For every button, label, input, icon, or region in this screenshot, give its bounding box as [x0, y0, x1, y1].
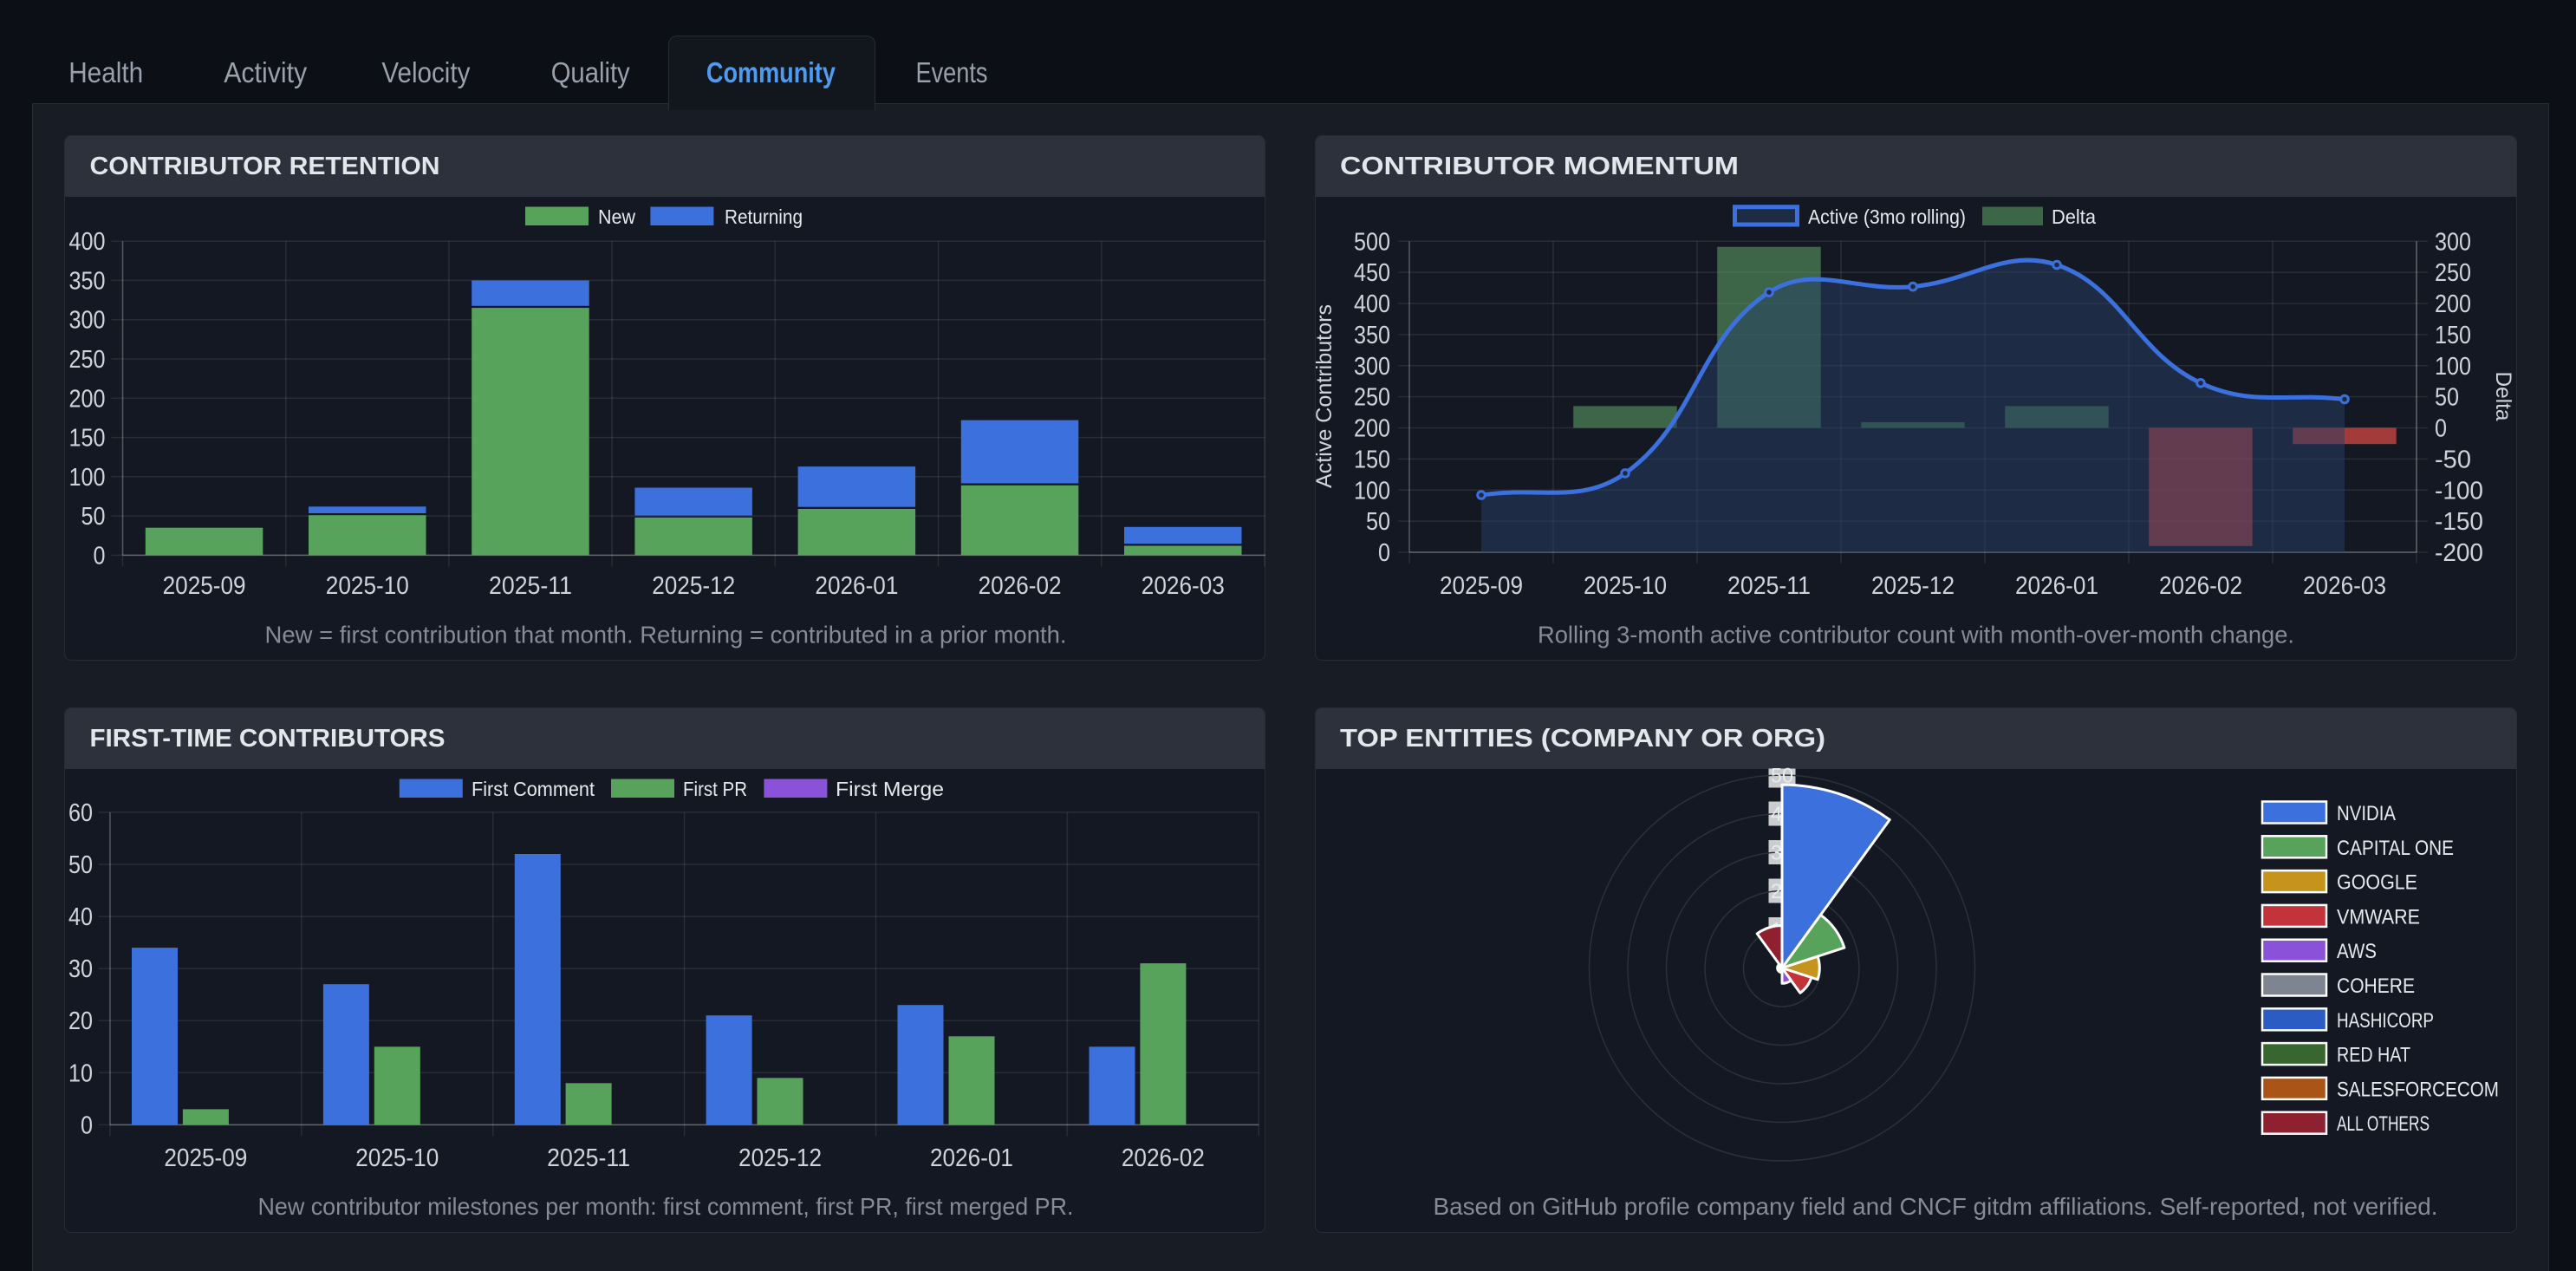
svg-text:2025-11: 2025-11	[547, 1144, 630, 1172]
svg-text:-50: -50	[2435, 446, 2471, 473]
svg-text:100: 100	[1354, 477, 1390, 505]
svg-text:100: 100	[2435, 353, 2471, 381]
svg-text:350: 350	[69, 267, 106, 295]
svg-text:Rolling 3-month active contrib: Rolling 3-month active contributor count…	[1538, 622, 2294, 649]
svg-text:New contributor milestones per: New contributor milestones per month: fi…	[258, 1193, 1074, 1220]
svg-text:100: 100	[69, 464, 106, 492]
svg-text:0: 0	[2435, 415, 2447, 443]
svg-text:CONTRIBUTOR MOMENTUM: CONTRIBUTOR MOMENTUM	[1340, 153, 1739, 180]
svg-text:2025-09: 2025-09	[164, 1144, 247, 1172]
svg-text:CAPITAL ONE: CAPITAL ONE	[2337, 837, 2454, 860]
svg-text:2026-01: 2026-01	[2015, 572, 2098, 600]
svg-text:20: 20	[68, 1007, 93, 1035]
svg-text:200: 200	[2435, 290, 2471, 318]
svg-text:350: 350	[1354, 322, 1390, 349]
svg-text:-200: -200	[2435, 539, 2483, 567]
svg-text:300: 300	[2435, 228, 2471, 256]
svg-text:Community: Community	[706, 56, 836, 88]
svg-text:2025-10: 2025-10	[355, 1144, 439, 1172]
svg-text:150: 150	[69, 425, 106, 453]
svg-text:HASHICORP: HASHICORP	[2337, 1009, 2434, 1033]
svg-text:200: 200	[1354, 415, 1390, 443]
svg-text:2025-10: 2025-10	[326, 572, 409, 600]
svg-text:2025-09: 2025-09	[163, 572, 246, 600]
svg-text:2026-01: 2026-01	[930, 1144, 1013, 1172]
svg-text:First PR: First PR	[683, 778, 747, 800]
svg-text:2026-02: 2026-02	[2159, 572, 2242, 600]
svg-text:2026-03: 2026-03	[2303, 572, 2386, 600]
svg-text:Events: Events	[916, 56, 988, 88]
svg-text:60: 60	[68, 799, 93, 827]
svg-text:2026-01: 2026-01	[815, 572, 898, 600]
svg-text:2025-09: 2025-09	[1440, 572, 1523, 600]
svg-text:0: 0	[94, 542, 106, 570]
svg-text:Delta: Delta	[2491, 372, 2515, 421]
svg-text:300: 300	[69, 307, 106, 335]
svg-text:250: 250	[2435, 259, 2471, 287]
svg-text:Quality: Quality	[551, 56, 630, 88]
svg-text:AWS: AWS	[2337, 940, 2377, 963]
svg-text:500: 500	[1354, 228, 1390, 256]
svg-text:Velocity: Velocity	[381, 56, 470, 88]
svg-text:-100: -100	[2435, 477, 2483, 505]
svg-text:50: 50	[81, 503, 106, 531]
svg-text:VMWARE: VMWARE	[2337, 905, 2420, 929]
svg-text:2025-12: 2025-12	[1871, 572, 1955, 600]
svg-text:200: 200	[69, 385, 106, 413]
svg-text:150: 150	[1354, 446, 1390, 473]
svg-text:400: 400	[1354, 290, 1390, 318]
svg-text:300: 300	[1354, 353, 1390, 381]
svg-text:First Comment: First Comment	[472, 778, 595, 800]
svg-text:50: 50	[68, 851, 93, 879]
svg-text:Returning: Returning	[725, 205, 803, 228]
svg-text:-150: -150	[2435, 508, 2483, 536]
svg-text:400: 400	[69, 228, 106, 256]
svg-text:Active (3mo rolling): Active (3mo rolling)	[1808, 205, 1966, 228]
svg-text:250: 250	[69, 346, 106, 374]
svg-text:2026-02: 2026-02	[1122, 1144, 1205, 1172]
svg-text:2025-12: 2025-12	[738, 1144, 822, 1172]
svg-text:2025-12: 2025-12	[652, 572, 735, 600]
svg-text:New = first contribution that: New = first contribution that month. Ret…	[265, 622, 1067, 649]
svg-text:250: 250	[1354, 384, 1390, 412]
svg-text:Health: Health	[68, 56, 143, 88]
svg-text:10: 10	[68, 1059, 93, 1087]
svg-text:150: 150	[2435, 322, 2471, 349]
svg-text:New: New	[598, 205, 635, 228]
svg-text:2025-11: 2025-11	[489, 572, 572, 600]
svg-text:Activity: Activity	[224, 56, 307, 88]
svg-text:50: 50	[1366, 508, 1390, 536]
svg-text:450: 450	[1354, 259, 1390, 287]
svg-text:Based on GitHub profile compan: Based on GitHub profile company field an…	[1434, 1193, 2438, 1220]
svg-text:SALESFORCECOM: SALESFORCECOM	[2337, 1078, 2499, 1101]
svg-text:NVIDIA: NVIDIA	[2337, 802, 2396, 825]
svg-text:0: 0	[81, 1111, 93, 1139]
svg-text:2026-02: 2026-02	[979, 572, 1062, 600]
svg-text:GOOGLE: GOOGLE	[2337, 871, 2417, 895]
svg-text:TOP ENTITIES (COMPANY OR ORG): TOP ENTITIES (COMPANY OR ORG)	[1340, 725, 1825, 753]
svg-text:30: 30	[68, 955, 93, 983]
svg-text:RED HAT: RED HAT	[2337, 1044, 2410, 1067]
svg-text:50: 50	[2435, 384, 2459, 412]
svg-text:40: 40	[68, 903, 93, 931]
svg-text:CONTRIBUTOR RETENTION: CONTRIBUTOR RETENTION	[90, 153, 440, 180]
svg-text:0: 0	[1378, 539, 1390, 567]
svg-text:FIRST-TIME CONTRIBUTORS: FIRST-TIME CONTRIBUTORS	[90, 725, 446, 753]
svg-text:COHERE: COHERE	[2337, 974, 2415, 998]
svg-text:ALL OTHERS: ALL OTHERS	[2337, 1112, 2430, 1136]
svg-text:Active Contributors: Active Contributors	[1312, 304, 1337, 488]
svg-text:2026-03: 2026-03	[1142, 572, 1225, 600]
svg-text:2025-10: 2025-10	[1584, 572, 1667, 600]
svg-text:Delta: Delta	[2052, 205, 2096, 228]
svg-text:2025-11: 2025-11	[1727, 572, 1811, 600]
svg-text:First Merge: First Merge	[836, 778, 944, 800]
